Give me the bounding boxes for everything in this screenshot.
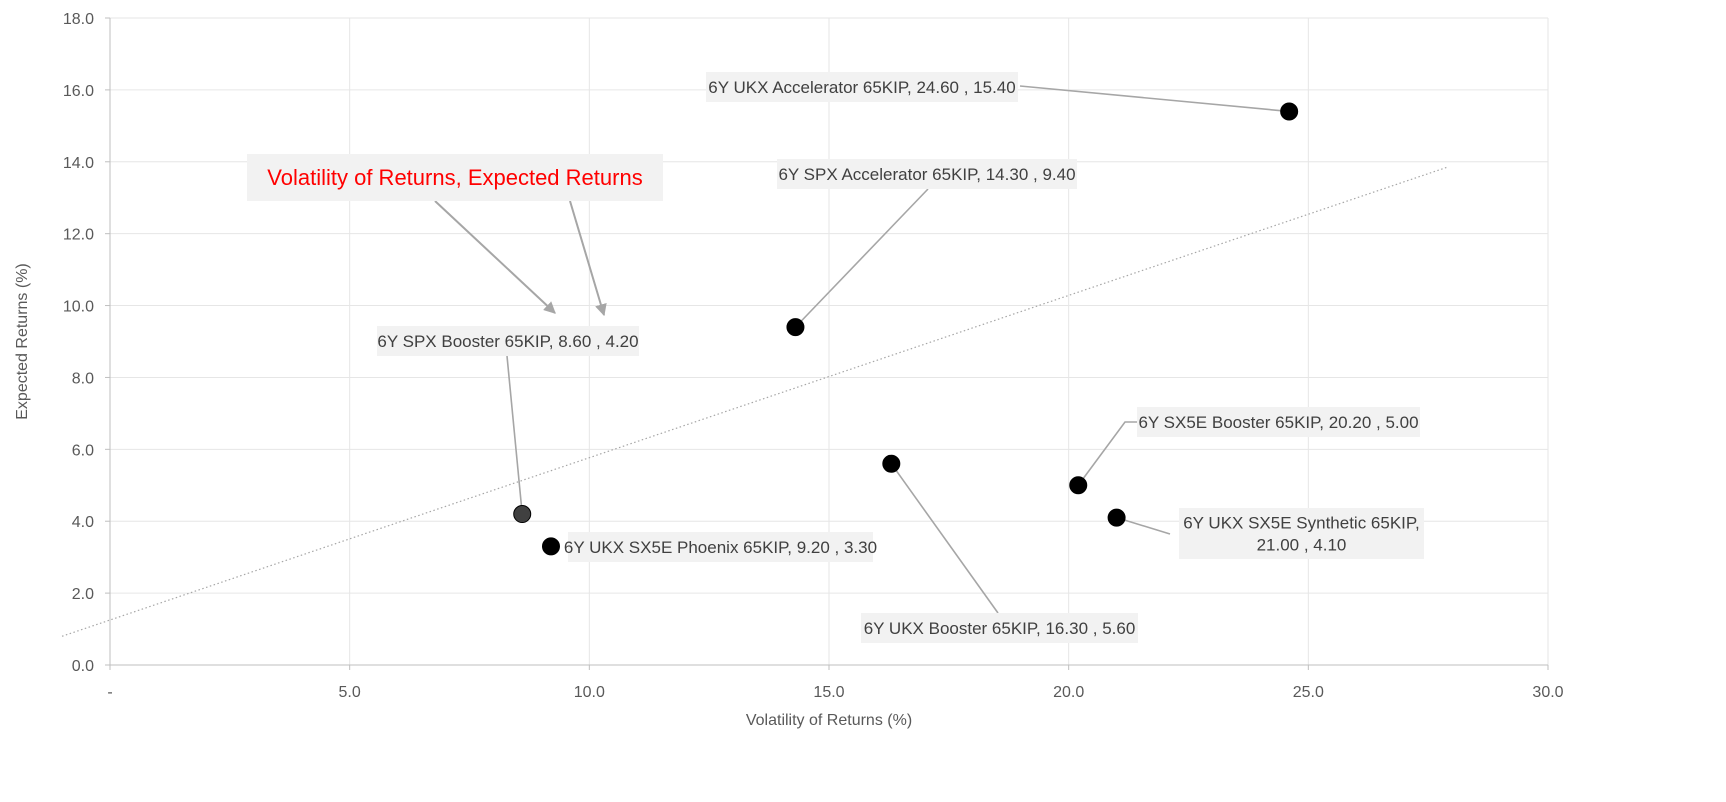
x-tick-label: 20.0 (1053, 684, 1084, 701)
data-label-box (706, 72, 1018, 102)
y-tick-label: 0.0 (72, 658, 94, 675)
x-tick-label: - (107, 684, 112, 701)
callout-arrow-1 (434, 200, 556, 314)
leader-lines (506, 85, 1290, 614)
leader-line (1116, 516, 1171, 535)
data-label-box (568, 532, 873, 562)
leader-line (1077, 421, 1137, 486)
y-tick-label: 4.0 (72, 514, 94, 531)
y-tick-label: 2.0 (72, 586, 94, 603)
y-tick-label: 8.0 (72, 370, 94, 387)
gridlines (110, 17, 1549, 665)
data-point (882, 454, 901, 473)
data-label: 6Y UKX SX5E Synthetic 65KIP, (1183, 514, 1420, 533)
data-label: 6Y UKX Booster 65KIP, 16.30 , 5.60 (864, 619, 1136, 638)
data-label-box (377, 326, 639, 356)
y-tick-label: 14.0 (63, 155, 94, 172)
data-point (513, 505, 532, 524)
leader-line (890, 463, 999, 614)
leader-line (506, 355, 524, 515)
data-label: 21.00 , 4.10 (1257, 536, 1347, 555)
data-point (1107, 508, 1126, 527)
annotation-callout: Volatility of Returns, Expected Returns (247, 154, 663, 317)
y-axis-title: Expected Returns (%) (14, 263, 31, 420)
data-points (513, 102, 1299, 556)
data-label: 6Y UKX SX5E Phoenix 65KIP, 9.20 , 3.30 (564, 538, 877, 557)
data-point (786, 318, 805, 337)
x-tick-label: 15.0 (813, 684, 844, 701)
x-tick-label: 25.0 (1293, 684, 1324, 701)
y-tick-label: 6.0 (72, 442, 94, 459)
leader-line (794, 188, 929, 328)
y-tick-label: 12.0 (63, 227, 94, 244)
trendline-line (61, 166, 1448, 637)
data-label-box (777, 159, 1077, 189)
data-point (541, 537, 560, 556)
data-point (1069, 476, 1088, 495)
data-label-box (861, 613, 1138, 643)
data-label: 6Y SPX Accelerator 65KIP, 14.30 , 9.40 (778, 165, 1075, 184)
data-label-box (1179, 508, 1424, 559)
y-tick-label: 10.0 (63, 299, 94, 316)
x-tick-label: 30.0 (1532, 684, 1563, 701)
data-label: 6Y UKX Accelerator 65KIP, 24.60 , 15.40 (708, 78, 1015, 97)
data-label-box (1137, 407, 1420, 437)
data-labels: 6Y UKX Accelerator 65KIP, 24.60 , 15.40 6… (377, 72, 1424, 643)
trendline (61, 166, 1448, 637)
data-label: 6Y SPX Booster 65KIP, 8.60 , 4.20 (377, 332, 638, 351)
axes: 0.0 2.0 4.0 6.0 8.0 10.0 12.0 14.0 16.0 18.0 - 5.0 1… (63, 11, 1564, 701)
y-tick-label: 16.0 (63, 83, 94, 100)
callout-box (247, 154, 663, 201)
data-label: 6Y SX5E Booster 65KIP, 20.20 , 5.00 (1138, 413, 1418, 432)
callout-title: Volatility of Returns, Expected Returns (267, 165, 642, 190)
y-tick-label: 18.0 (63, 11, 94, 28)
x-tick-label: 10.0 (574, 684, 605, 701)
data-point (1280, 102, 1299, 121)
x-tick-label: 5.0 (339, 684, 361, 701)
callout-arrow-2 (569, 200, 607, 317)
leader-line (1019, 85, 1290, 113)
x-axis-title: Volatility of Returns (%) (746, 712, 912, 729)
